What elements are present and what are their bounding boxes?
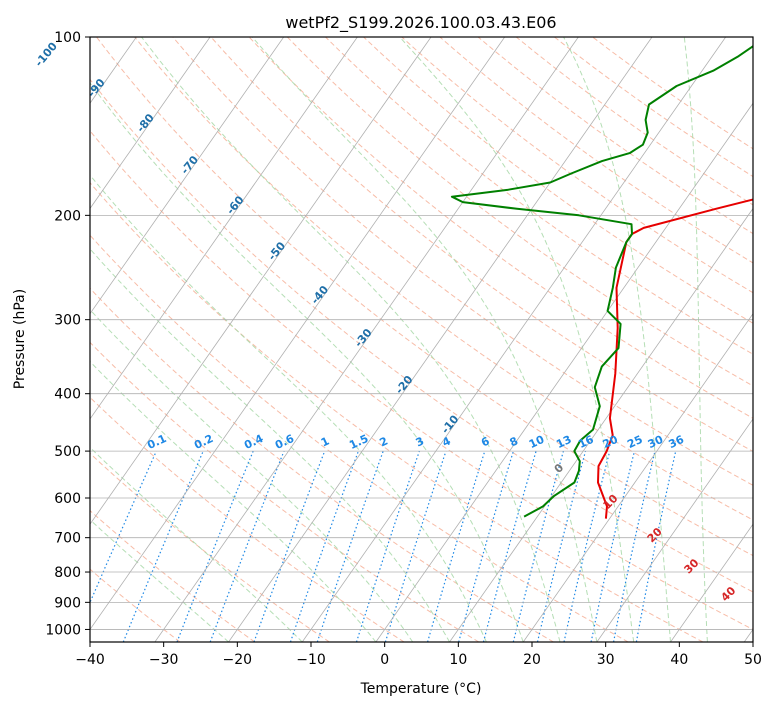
y-tick-label: 400 [54,387,81,403]
mixing-ratio-line [316,450,384,642]
dry-adiabat-line [286,37,753,387]
mixing-ratio-line [122,450,204,642]
dry-adiabat-line [90,509,255,642]
dry-adiabats [90,37,753,642]
dry-adiabat-line [90,234,629,642]
x-tick-label: −30 [149,652,179,668]
x-axis-label: Temperature (°C) [360,681,482,697]
mixing-ratio-line [613,450,656,642]
y-tick-label: 1000 [45,622,81,638]
mixing-ratio-line [458,450,514,642]
mixing-ratio-label: 13 [554,433,573,451]
x-tick-label: 50 [744,652,762,668]
dry-adiabat-line [439,37,753,264]
moist-adiabat-line [399,37,635,642]
mixing-ratio-line [635,450,677,642]
mixing-ratio-line [355,450,420,642]
temperature-line [597,198,753,519]
isotherm-line [522,313,753,642]
isotherm-line [301,37,727,642]
dry-adiabat-line [515,37,753,206]
dry-adiabat-line [90,78,753,593]
mixing-ratio-label: 36 [667,433,687,451]
moist-adiabat-line [90,446,303,642]
dry-adiabat-line [363,37,753,324]
dry-adiabat-line [90,130,753,631]
line-labels: -100-90-80-70-60-50-40-30-20-100.1 0.2 0.4… [32,40,738,604]
x-tick-label: −40 [75,652,105,668]
x-tick-label: −20 [223,652,253,668]
dry-adiabat-line [325,37,753,355]
mixing-ratio-line [482,450,537,642]
dry-adiabat-line [210,37,753,453]
y-tick-label: 600 [54,491,81,507]
mixing-ratio-line [289,450,359,642]
x-tick-label: 30 [597,652,615,668]
mixing-ratio-line [384,450,447,642]
x-tick-label: 40 [670,652,688,668]
y-tick-label: 900 [54,595,81,611]
isotherm-line [154,37,579,642]
mixing-ratio-line [512,450,564,642]
plot-frame [89,36,754,643]
moist-adiabat-line [141,37,561,642]
mixing-ratio-label: 25 [625,433,644,451]
moist-adiabat-line [90,308,414,642]
y-tick-label: 700 [54,531,81,547]
mixing-ratio-line [590,450,636,642]
isotherm-line [228,37,653,642]
isotherm-line [670,523,753,642]
y-tick-label: 100 [54,30,81,46]
x-tick-label: 0 [380,652,389,668]
mixing-ratio-line [536,450,587,642]
mixing-ratio-label: 30 [646,433,666,451]
mixing-ratio-label: 16 [576,433,596,451]
mixing-ratio-line [563,450,611,642]
dry-adiabat-line [90,396,405,642]
moist-adiabat-line [563,37,671,642]
grid-lines [90,37,753,642]
moist-adiabat-line [251,37,598,642]
x-tick-label: 10 [449,652,467,668]
x-tick-label: −10 [296,652,326,668]
moist-adiabat-line [90,82,524,642]
moist-adiabat-line [90,360,377,642]
moist-adiabat-line [90,248,450,642]
dry-adiabat-line [96,37,753,557]
y-axis-label: Pressure (hPa) [12,289,28,389]
y-tick-label: 200 [54,208,81,224]
dry-adiabat-line [90,287,554,642]
dry-adiabat-line [134,37,753,521]
y-tick-label: 500 [54,444,81,460]
chart-title: wetPf2_S199.2026.100.03.43.E06 [285,13,556,33]
mixing-ratio-label: 20 [601,433,621,451]
y-tick-label: 800 [54,565,81,581]
profile-lines [450,45,753,519]
isotherm-line [449,207,753,642]
moist-adiabat-line [683,37,708,642]
isotherm-line [90,37,432,525]
x-tick-label: 20 [523,652,541,668]
dry-adiabat-line [90,452,330,642]
mixing-ratio-line [427,450,486,642]
isotherm-line [90,37,211,210]
mixing-ratio-lines [90,450,677,642]
isotherm-line [90,37,506,631]
isotherm-line [90,37,285,315]
y-tick-label: 300 [54,313,81,329]
isotherm-line [596,418,753,642]
dry-adiabat-line [90,181,704,642]
plot-area [90,37,753,642]
axis-ticks: −40 −30 −20 −10 0 10 20 30 40 50 100 200 300 400 500 60… [45,30,762,668]
moist-adiabat-line [90,519,229,642]
mixing-ratio-label: 10 [527,433,547,451]
dewpoint-line [450,45,753,518]
moist-adiabats [90,37,708,642]
isotherm-line [90,37,358,420]
isotherm-line [375,102,753,642]
